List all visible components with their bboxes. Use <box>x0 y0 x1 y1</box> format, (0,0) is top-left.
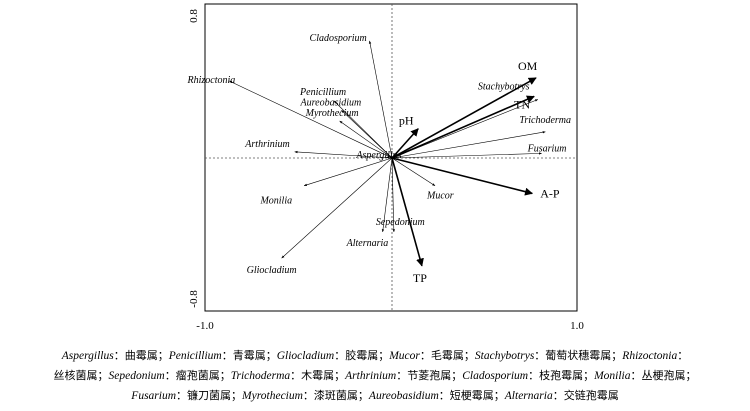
legend-line: 丝核菌属；Sepedonium：瘤孢菌属；Trichoderma：木霉属；Art… <box>0 366 750 386</box>
species-arrow-fusarium <box>391 152 542 159</box>
legend-genus: Mucor <box>389 350 420 362</box>
env-label-tn: TN <box>514 97 530 111</box>
legend-chinese-name: ：节菱孢属； <box>396 369 463 382</box>
species-label-monilia: Monilia <box>259 196 292 207</box>
axis-ticks: -1.0 1.0 0.8 -0.8 <box>188 9 584 332</box>
species-label-sepedonium: Sepedonium <box>376 217 425 228</box>
species-arrow-alternaria <box>381 157 393 233</box>
legend-genus: Gliocladium <box>276 350 335 362</box>
legend-chinese-name: ：漆斑菌属； <box>302 389 369 402</box>
env-label-ph: pH <box>399 114 414 128</box>
legend-chinese-name: ：胶霉属； <box>334 349 390 362</box>
legend-genus: Rhizoctonia <box>622 350 678 362</box>
legend-genus: Myrothecium <box>242 390 303 402</box>
species-arrow-monilia <box>303 157 393 187</box>
legend-line: Fusarium：镰刀菌属；Myrothecium：漆斑菌属；Aureobasi… <box>0 386 750 406</box>
legend-chinese-name: ：短梗霉属； <box>438 389 505 402</box>
env-arrow-ph <box>391 128 419 159</box>
species-arrow-rhizoctonia <box>229 80 393 159</box>
legend-genus: Penicillium <box>168 350 222 362</box>
species-label-aureobasidium: Aureobasidium <box>300 97 362 108</box>
species-label-myrothecium: Myrothecium <box>305 108 359 119</box>
legend-chinese-name: ：瘤孢菌属； <box>164 369 231 382</box>
env-label-tp: TP <box>413 271 427 285</box>
species-arrow-cladosporium <box>368 40 393 159</box>
env-arrow-om <box>391 77 537 159</box>
species-vectors: Cladosporium Rhizoctonia PenicilliumAureob… <box>187 33 571 276</box>
legend-chinese-name: ：曲霉属； <box>113 349 169 362</box>
legend-chinese-name: ：枝孢霉属； <box>528 369 595 382</box>
species-label-stachybotrys: Stachybotrys <box>478 81 530 92</box>
species-label-arthrinium: Arthrinium <box>244 139 289 150</box>
env-arrow-a-p <box>391 157 534 196</box>
species-label-gliocladium: Gliocladium <box>247 265 297 276</box>
legend-genus: Monilia <box>594 370 631 382</box>
legend-genus: Alternaria <box>504 390 553 402</box>
species-arrow-myrothecium <box>339 120 393 159</box>
legend-chinese-name: ：青霉属； <box>221 349 277 362</box>
species-label-mucor: Mucor <box>426 191 454 202</box>
legend-genus: Aspergillus <box>61 350 114 362</box>
species-arrow-mucor <box>391 157 436 186</box>
species-label-cladosporium: Cladosporium <box>310 33 367 44</box>
x-tick-label-max: 1.0 <box>570 320 584 332</box>
genus-legend: Aspergillus：曲霉属；Penicillium：青霉属；Glioclad… <box>0 346 750 406</box>
legend-chinese-name: ：葡萄状穗霉属； <box>534 349 623 362</box>
legend-genus: Sepedonium <box>108 370 165 382</box>
ordination-biplot: -1.0 1.0 0.8 -0.8 Cladosporium Rhizoctonia Pe… <box>187 3 584 332</box>
legend-chinese-name: ：木霉属； <box>290 369 346 382</box>
y-tick-label-min: -0.8 <box>188 290 200 308</box>
legend-chinese-name: ：丛梗孢属； <box>630 369 697 382</box>
legend-genus: Trichoderma <box>230 370 291 382</box>
species-arrow-trichoderma <box>391 131 546 159</box>
species-arrow-gliocladium <box>281 157 393 259</box>
legend-chinese-name: ： <box>677 349 689 362</box>
species-label-rhizoctonia: Rhizoctonia <box>187 75 236 86</box>
legend-chinese-name: ：毛霉属； <box>419 349 475 362</box>
environment-vectors: OM TN pH A-P TP <box>391 59 560 285</box>
legend-line: Aspergillus：曲霉属；Penicillium：青霉属；Glioclad… <box>0 346 750 366</box>
x-tick-label-min: -1.0 <box>196 320 214 332</box>
species-label-penicillium: Penicillium <box>299 87 346 98</box>
env-label-a-p: A-P <box>540 186 560 200</box>
legend-genus: Cladosporium <box>462 370 529 382</box>
species-arrow-arthrinium <box>294 150 393 159</box>
legend-genus: Aureobasidium <box>368 390 439 402</box>
legend-chinese-name: ：交链孢霉属 <box>552 389 619 402</box>
env-label-om: OM <box>518 59 538 73</box>
species-label-fusarium: Fusarium <box>527 143 567 154</box>
species-label-trichoderma: Trichoderma <box>519 115 571 126</box>
species-arrow-sepedonium <box>391 157 396 233</box>
species-arrow-aspergillus <box>386 156 393 159</box>
plot-frame <box>204 3 578 312</box>
env-arrow-tn <box>391 95 535 159</box>
legend-chinese-name: ：镰刀菌属； <box>176 389 243 402</box>
legend-genus: Fusarium <box>131 390 177 402</box>
species-label-alternaria: Alternaria <box>346 238 389 249</box>
species-label-aspergillus: Aspergillus <box>355 150 401 161</box>
legend-chinese-name: 丝核菌属； <box>53 369 109 382</box>
env-arrow-tp <box>391 157 424 267</box>
legend-genus: Arthrinium <box>345 370 397 382</box>
y-tick-label-max: 0.8 <box>188 9 200 23</box>
legend-genus: Stachybotrys <box>474 350 535 362</box>
species-arrow-aureobasidium <box>341 110 393 159</box>
